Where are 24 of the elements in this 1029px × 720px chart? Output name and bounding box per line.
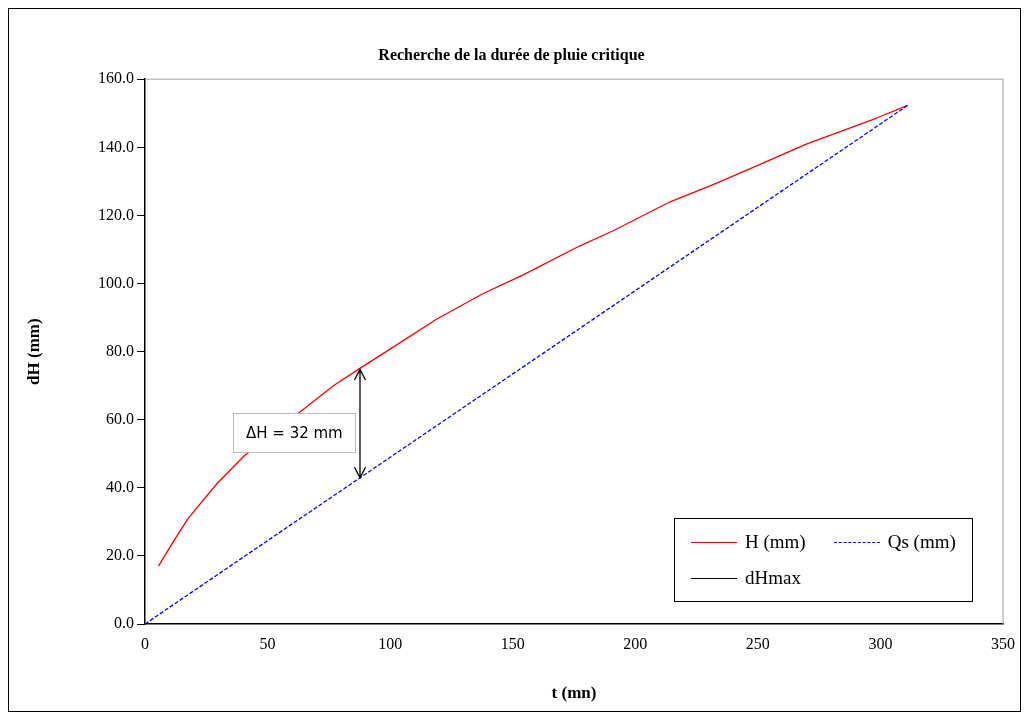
x-tick-label: 50 xyxy=(259,634,276,652)
annotation: ΔH = 32 mm xyxy=(232,413,356,454)
y-tick-label: 20.0 xyxy=(106,546,134,564)
x-tick-label: 200 xyxy=(623,634,648,652)
y-tick-label: 80.0 xyxy=(106,341,134,359)
x-tick-label: 250 xyxy=(745,634,770,652)
x-tick-label: 300 xyxy=(868,634,893,652)
y-tick-label: 60.0 xyxy=(106,409,134,427)
y-tick-label: 100.0 xyxy=(98,273,134,291)
y-tick-label: 160.0 xyxy=(98,69,134,87)
legend-label: Qs (mm) xyxy=(887,531,956,553)
y-tick-label: 140.0 xyxy=(98,137,134,155)
legend-label: dHmax xyxy=(745,567,801,589)
y-tick-label: 0.0 xyxy=(114,614,134,632)
y-axis-title: dH (mm) xyxy=(23,318,43,385)
y-tick-label: 40.0 xyxy=(106,478,134,495)
x-axis-title: t (mn) xyxy=(551,683,597,703)
x-tick-label: 0 xyxy=(141,634,149,652)
x-tick-label: 100 xyxy=(378,634,403,652)
x-tick-label: 150 xyxy=(500,634,525,652)
y-tick-label: 120.0 xyxy=(98,205,134,223)
legend-label: H (mm) xyxy=(745,531,806,553)
chart-title: Recherche de la durée de pluie critique xyxy=(378,45,645,64)
x-tick-label: 350 xyxy=(991,634,1015,652)
